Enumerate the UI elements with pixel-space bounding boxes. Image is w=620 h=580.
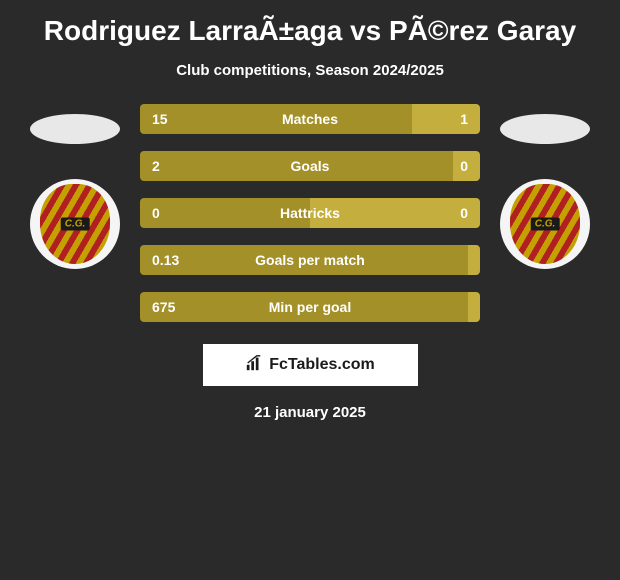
stat-row: 0.13Goals per match [140,245,480,275]
stat-left-value: 15 [140,104,412,134]
page-title: Rodriguez LarraÃ±aga vs PÃ©rez Garay [0,15,620,47]
comparison-card: Rodriguez LarraÃ±aga vs PÃ©rez Garay Clu… [0,0,620,431]
stat-right-value [468,245,480,275]
club-abbr-right: C.G. [531,218,560,231]
stats-column: 151Matches20Goals00Hattricks0.13Goals pe… [140,104,480,322]
brand-text: FcTables.com [269,356,375,374]
stat-label: Hattricks [280,205,340,221]
stat-row: 20Goals [140,151,480,181]
stat-row: 151 Matches [140,104,480,134]
club-badge-right: C.G. [500,179,590,269]
player-right-avatar [500,114,590,144]
player-right-column: C.G. [490,104,600,269]
stat-right-value [468,292,480,322]
footer-date: 21 january 2025 [0,404,620,421]
stat-label: Goals [291,158,330,174]
player-left-avatar [30,114,120,144]
stat-right-value: 1 [412,104,480,134]
stat-right-value: 0 [453,151,480,181]
stat-row: 675Min per goal [140,292,480,322]
club-abbr-left: C.G. [61,218,90,231]
player-left-column: C.G. [20,104,130,269]
stat-row: 00Hattricks [140,198,480,228]
branding-box[interactable]: FcTables.com [203,344,418,386]
subtitle: Club competitions, Season 2024/2025 [0,62,620,79]
club-badge-left: C.G. [30,179,120,269]
stat-label: Min per goal [269,299,351,315]
stat-label: Matches [282,111,338,127]
stat-label: Goals per match [255,252,365,268]
comparison-body: C.G. 151Matches20Goals00Hattricks0.13Goa… [0,104,620,322]
chart-icon [245,354,263,377]
